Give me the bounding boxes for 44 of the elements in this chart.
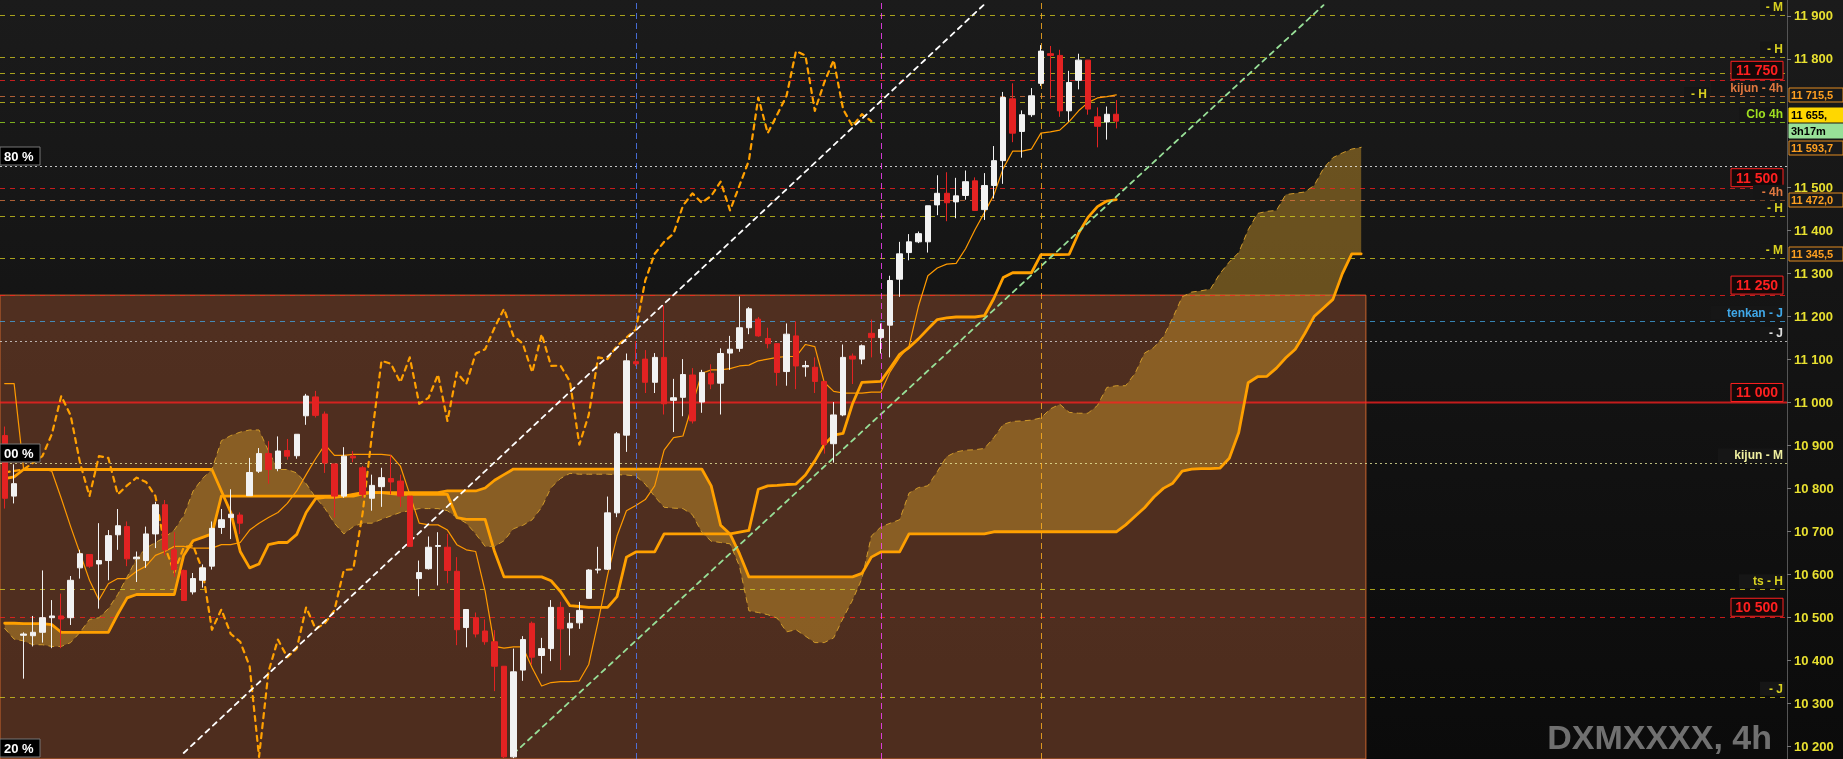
y-tick-label: 11 200 (1794, 309, 1834, 325)
y-tick-label: 11 400 (1794, 223, 1834, 239)
y-tick-label: 11 300 (1794, 266, 1834, 282)
ref-line-label: 11 000 (1735, 384, 1779, 401)
y-tick-label: 10 700 (1794, 523, 1834, 539)
text: 11 345,5 (1791, 248, 1834, 260)
ref-line-label: - H (1691, 87, 1707, 102)
text: 11 655, (1791, 109, 1828, 121)
y-tick-label: 11 900 (1794, 8, 1834, 24)
ref-line-label: - 4h (1761, 184, 1783, 199)
ref-line-label: 11 500 (1735, 169, 1779, 186)
y-tick-label: 10 500 (1794, 609, 1834, 625)
y-tick-label: 10 200 (1794, 738, 1834, 754)
ref-line-label: - H (1767, 41, 1783, 56)
y-tick-label: 11 800 (1794, 51, 1834, 67)
ref-line-label: kijun - 4h (1730, 81, 1783, 96)
ref-line-label: 10 500 (1735, 599, 1779, 616)
ref-line-label: - H (1767, 200, 1783, 215)
ref-line-label: ts - H (1753, 574, 1783, 589)
text: 11 715,5 (1791, 89, 1834, 101)
y-tick-label: 11 000 (1794, 394, 1834, 410)
ref-line-label: tenkan - J (1726, 305, 1783, 320)
y-tick-label: 10 400 (1794, 652, 1834, 668)
y-tick-label: 10 300 (1794, 695, 1834, 711)
ref-line-label: - J (1768, 326, 1783, 341)
ref-line-label: Clo 4h (1746, 107, 1783, 122)
ref-line-label: - J (1768, 681, 1783, 696)
text: DXMXXXX, 4h (1547, 718, 1773, 756)
annotation: 00 % (4, 445, 35, 461)
y-tick-label: 10 600 (1794, 566, 1834, 582)
text: 11 593,7 (1791, 142, 1834, 154)
annotation: 20 % (4, 740, 35, 756)
y-tick-label: 11 100 (1794, 352, 1834, 368)
ref-line-label: kijun - M (1734, 448, 1783, 463)
ref-line-label: 11 250 (1735, 277, 1779, 294)
y-tick-label: 10 800 (1794, 480, 1834, 496)
annotation: 80 % (4, 148, 35, 164)
ref-line-label: - M (1765, 243, 1783, 258)
ref-line-label: - M (1765, 0, 1783, 14)
y-tick-label: 11 500 (1794, 180, 1834, 196)
ref-line-label: 11 750 (1735, 62, 1779, 79)
text: 3h17m (1791, 125, 1827, 137)
text: 11 472,0 (1791, 194, 1834, 206)
y-tick-label: 10 900 (1794, 437, 1834, 453)
